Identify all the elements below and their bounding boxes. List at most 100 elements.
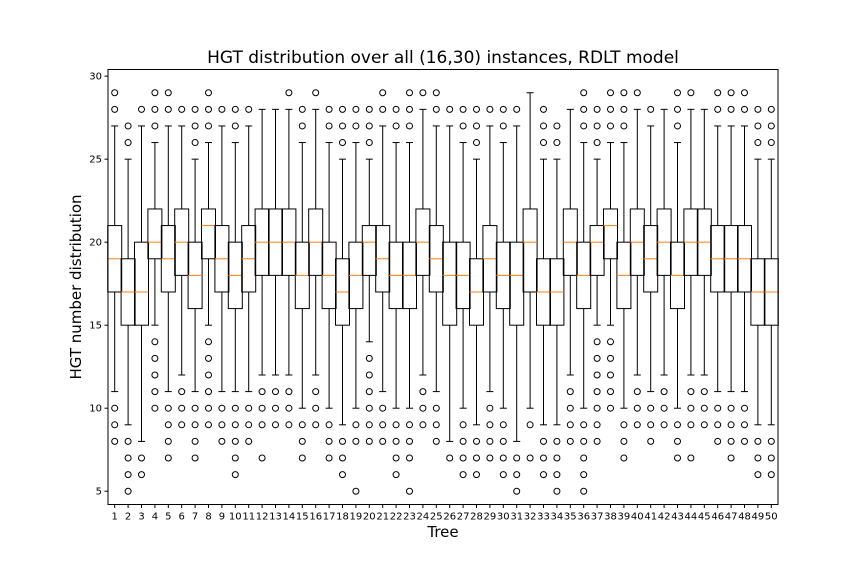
flier-point [365,354,373,362]
flier-point [339,105,346,113]
flier-point [660,388,668,396]
box-40 [629,89,645,429]
flier-point [164,404,172,412]
flier-point [272,421,279,429]
flier-point [687,421,695,429]
box-15 [294,105,310,462]
flier-point [151,388,159,396]
flier-point [111,89,119,97]
flier-point [580,471,588,479]
flier-point [124,487,132,495]
flier-point [379,404,387,412]
flier-point [620,105,628,113]
flier-point [767,139,775,147]
flier-point [459,471,467,479]
flier-point [406,122,413,130]
flier-point [674,454,681,462]
box-36 [576,89,592,495]
flier-point [607,105,614,113]
flier-point [258,388,266,396]
flier-point [727,89,735,97]
x-tick-label: 21 [376,512,389,523]
flier-point [392,437,400,445]
flier-point [191,421,199,429]
y-axis-label: HGT number distribution [67,194,85,379]
flier-point [473,471,480,479]
flier-point [138,454,145,462]
flier-point [365,105,373,113]
flier-point [339,454,346,462]
flier-point [432,421,440,429]
flier-point [499,454,507,462]
flier-point [593,338,601,346]
flier-point [486,105,494,113]
flier-point [392,454,400,462]
flier-point [459,437,467,445]
flier-point [298,122,306,130]
flier-point [205,122,212,130]
flier-point [754,139,762,147]
flier-point [245,421,253,429]
box-45 [696,108,712,429]
flier-point [741,89,748,97]
x-tick-label: 36 [577,512,590,523]
flier-point [473,454,480,462]
x-tick-label: 11 [242,512,255,523]
box-5 [160,89,176,462]
x-tick-label: 16 [309,512,322,523]
flier-point [767,471,775,479]
box-31 [509,105,525,495]
x-tick-label: 41 [644,512,657,523]
x-tick-label: 9 [219,512,225,523]
box-49 [750,105,766,479]
flier-point [285,89,293,97]
flier-point [339,437,346,445]
x-tick-label: 26 [443,512,456,523]
flier-point [231,437,239,445]
flier-point [231,105,239,113]
flier-point [553,139,561,147]
flier-point [499,437,507,445]
x-tick-label: 45 [698,512,711,523]
flier-point [339,471,346,479]
flier-point [620,122,628,130]
flier-point [754,471,762,479]
x-tick-label: 20 [363,512,376,523]
flier-point [124,139,132,147]
box-18 [335,105,350,479]
flier-point [566,437,574,445]
flier-point [687,454,695,462]
flier-point [593,122,601,130]
x-tick-label: 48 [738,512,751,523]
x-tick-label: 24 [417,512,430,523]
box-17 [321,105,337,462]
flier-point [111,404,119,412]
flier-point [540,437,547,445]
flier-point [432,89,440,97]
flier-point [178,388,186,396]
flier-point [352,105,360,113]
flier-point [231,421,239,429]
iqr-box [361,225,377,276]
box-37 [589,105,605,445]
iqr-box [522,208,538,293]
x-tick-label: 29 [484,512,497,523]
box-10 [227,105,243,479]
x-tick-label: 25 [430,512,443,523]
flier-point [727,454,735,462]
iqr-box [134,241,149,326]
y-tick-label: 25 [89,155,102,166]
x-tick-label: 15 [296,512,309,523]
x-tick-label: 40 [631,512,644,523]
flier-point [419,388,427,396]
box-8 [201,89,216,429]
flier-point [164,421,172,429]
x-tick-label: 49 [752,512,765,523]
flier-point [714,437,722,445]
flier-point [714,105,722,113]
flier-point [325,421,333,429]
flier-point [647,404,655,412]
flier-point [459,421,467,429]
flier-point [138,471,145,479]
flier-point [111,437,119,445]
